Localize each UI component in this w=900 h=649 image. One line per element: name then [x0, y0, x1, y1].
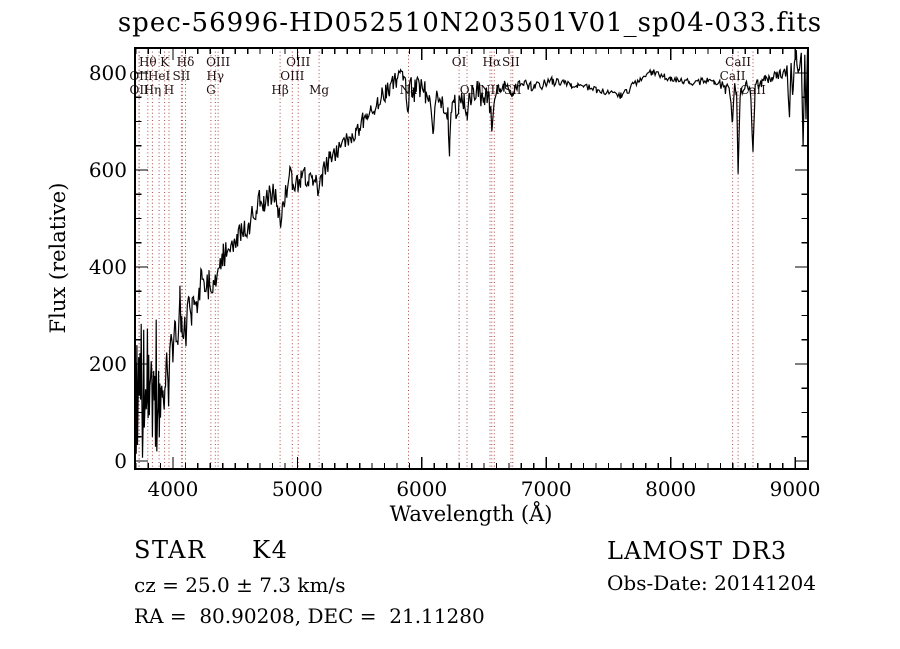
spectral-line-label: CaII [720, 69, 746, 83]
y-tick-label: 600 [88, 157, 127, 182]
axes-frame [134, 47, 809, 470]
x-tick-label: 7000 [520, 477, 572, 501]
spectral-line-label: Hη [144, 83, 162, 97]
spectral-line-markers [138, 48, 754, 469]
x-tick-label: 8000 [645, 477, 697, 501]
y-axis-label: Flux (relative) [46, 182, 70, 334]
y-tick-label: 400 [88, 254, 127, 279]
ra-dec-text: RA = 80.90208, DEC = 21.11280 [134, 604, 485, 628]
x-tick-label: 6000 [396, 477, 448, 501]
plot-frame [134, 47, 809, 470]
spectral-line-label: G [206, 83, 216, 97]
spectral-line-label: Mg [309, 83, 329, 97]
spectral-line-label: OI [460, 83, 475, 97]
x-tick-label: 5000 [271, 477, 323, 501]
y-tick-label: 800 [88, 60, 127, 85]
spectral-line-label: OIII [206, 55, 230, 69]
y-tick-label: 200 [88, 351, 127, 376]
spectral-line-label: CaII [725, 55, 751, 69]
spectral-line-label: Hθ [139, 55, 157, 69]
spectral-line-label: OI [452, 55, 467, 69]
x-tick-label: 4000 [147, 477, 199, 501]
spectrum-line [134, 50, 809, 462]
x-axis-label: Wavelength (Å) [389, 502, 553, 526]
spectral-line-label: OIII [286, 55, 310, 69]
survey-release-text: LAMOST DR3 [607, 537, 788, 565]
spectral-line-label: Hδ [177, 55, 195, 69]
spectral-line-label: Hα [483, 55, 502, 69]
classification-text: STAR K4 [134, 536, 289, 564]
obs-date-text: Obs-Date: 20141204 [607, 571, 816, 595]
spectral-line-label: HeI [148, 69, 171, 83]
plot-title: spec-56996-HD052510N203501V01_sp04-033.f… [117, 8, 823, 38]
spectral-line-label: OIII [280, 69, 304, 83]
spectral-line-label: H [164, 83, 174, 97]
spectral-line-label: Hβ [271, 83, 288, 97]
cz-velocity-text: cz = 25.0 ± 7.3 km/s [134, 573, 346, 597]
y-tick-label: 0 [114, 448, 127, 473]
spectral-line-label: Hγ [206, 69, 224, 83]
x-tick-label: 9000 [769, 477, 821, 501]
spectral-line-label: SII [502, 55, 520, 69]
spectral-line-label: SII [173, 69, 191, 83]
spectral-line-label: OII [129, 69, 149, 83]
spectral-line-label: K [160, 55, 170, 69]
